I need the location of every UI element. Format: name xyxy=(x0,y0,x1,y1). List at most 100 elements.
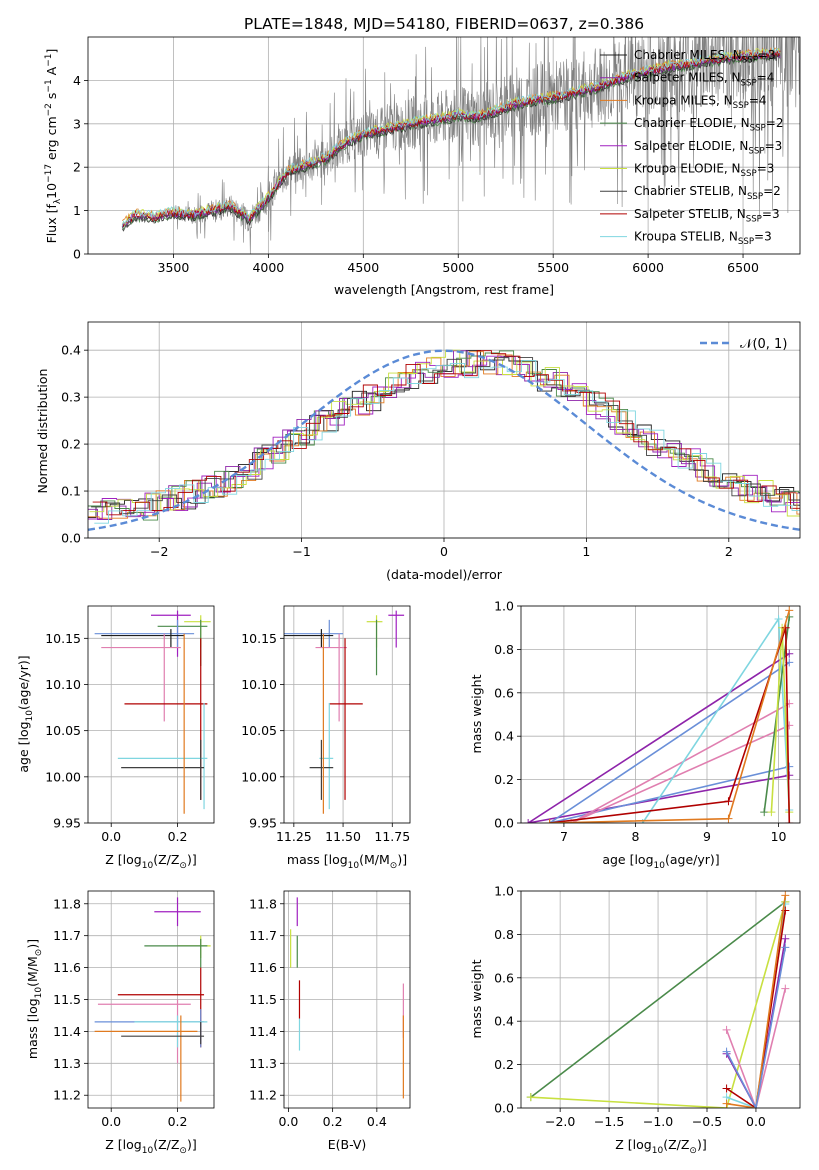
y-tick-label: 0.4 xyxy=(494,729,514,744)
axes-frame xyxy=(283,890,411,1109)
x-tick-label: 3500 xyxy=(158,260,190,275)
weight-marker xyxy=(781,934,790,943)
plot-area xyxy=(88,349,800,531)
axes-frame xyxy=(87,36,801,255)
y-tick-label: 0.2 xyxy=(61,437,81,452)
x-axis-label: (data-model)/error xyxy=(386,567,503,582)
x-axis-label: Z [log10(Z/Z⊙)] xyxy=(615,1137,706,1156)
x-tick-label: −0.5 xyxy=(692,1114,722,1129)
y-tick-label: 10.15 xyxy=(45,631,81,646)
plot-area xyxy=(526,891,790,1108)
grid xyxy=(88,322,800,539)
x-tick-label: 0.0 xyxy=(278,1114,298,1129)
axes-frame xyxy=(87,890,215,1109)
y-axis-label: mass weight xyxy=(469,674,484,753)
y-tick-label: 1.0 xyxy=(494,884,514,899)
x-tick-label: 9 xyxy=(703,829,711,844)
weight-marker xyxy=(781,984,790,993)
y-tick-label: 1.0 xyxy=(494,599,514,614)
y-tick-label: 10.05 xyxy=(241,723,277,738)
y-tick-label: 11.7 xyxy=(249,928,277,943)
x-tick-label: −2 xyxy=(150,544,168,559)
x-tick-label: 0.0 xyxy=(746,1114,766,1129)
chart-panel-2: 0.0 0.2 9.95 10.00 10.05 10.10 10.15 Z [log10(Z… xyxy=(16,605,215,871)
plot-area xyxy=(284,610,405,814)
x-tick-label: 0.0 xyxy=(101,829,121,844)
weight-line xyxy=(725,988,787,1108)
histogram-step-line xyxy=(88,349,800,518)
y-tick-label: 11.5 xyxy=(53,992,81,1007)
y-tick-label: 0.4 xyxy=(494,1014,514,1029)
y-tick-label: 9.95 xyxy=(249,816,277,831)
y-tick-label: 0.1 xyxy=(61,484,81,499)
x-axis-label: wavelength [Angstrom, rest frame] xyxy=(334,282,554,297)
grid xyxy=(88,606,214,824)
y-tick-label: 10.15 xyxy=(241,631,277,646)
x-axis-label: mass [log10(M/M⊙)] xyxy=(287,852,407,871)
chart-panel-4: 7 8 9 10 0.0 0.2 0.4 0.6 0.8 1.0 age [log10(age/yr… xyxy=(469,599,801,871)
y-tick-label: 11.8 xyxy=(249,896,277,911)
grid xyxy=(284,891,410,1108)
y-tick-label: 10.10 xyxy=(45,677,81,692)
weight-marker xyxy=(724,797,733,806)
y-tick-label: 0.8 xyxy=(494,927,514,942)
y-tick-label: 4 xyxy=(73,73,81,88)
y-tick-label: 0.6 xyxy=(494,685,514,700)
x-tick-label: 11.75 xyxy=(374,829,410,844)
y-tick-label: 0.0 xyxy=(494,1101,514,1116)
weight-marker xyxy=(774,615,783,624)
x-tick-label: 7 xyxy=(560,829,568,844)
chart-panel-3: 11.25 11.50 11.75 9.95 10.00 10.05 10.10 10.15 m… xyxy=(241,605,411,871)
y-tick-label: 10.00 xyxy=(45,769,81,784)
figure-title: PLATE=1848, MJD=54180, FIBERID=0637, z=0… xyxy=(244,15,644,33)
y-axis-label: mass [log10(M/M⊙)] xyxy=(25,939,44,1059)
y-tick-label: 0.8 xyxy=(494,642,514,657)
chart-panel-7: −2.0 −1.5 −1.0 −0.5 0.0 0.0 0.2 0.4 0.6 0.8 1.0 Z [… xyxy=(469,884,801,1156)
x-tick-label: 4500 xyxy=(347,260,379,275)
histogram-step-line xyxy=(91,355,800,515)
gaussian-curve xyxy=(88,349,800,531)
histogram-step-line xyxy=(88,350,800,521)
x-axis-label: Z [log10(Z/Z⊙)] xyxy=(105,852,196,871)
y-tick-label: 10.05 xyxy=(45,723,81,738)
y-tick-label: 11.6 xyxy=(249,960,277,975)
x-tick-label: 0.4 xyxy=(367,1114,387,1129)
y-axis-label: Flux [fλ10−17 erg cm−2 s−1 A−1] xyxy=(44,49,63,244)
weight-line xyxy=(549,610,791,823)
histogram-step-line xyxy=(88,351,800,519)
weight-line xyxy=(527,653,790,823)
x-tick-label: 0.2 xyxy=(168,829,188,844)
legend-label: Kroupa ELODIE, NSSP=3 xyxy=(634,162,774,180)
y-tick-label: 0.2 xyxy=(494,772,514,787)
y-tick-label: 11.3 xyxy=(53,1056,81,1071)
x-tick-label: 0.2 xyxy=(323,1114,343,1129)
legend-label: Chabrier MILES, NSSP=3 xyxy=(634,48,776,66)
x-axis-label: E(B-V) xyxy=(328,1137,367,1152)
grid xyxy=(284,606,410,824)
x-tick-label: −1.5 xyxy=(594,1114,624,1129)
model-spectrum-line xyxy=(121,53,781,232)
model-spectrum-line xyxy=(122,51,781,228)
y-tick-label: 9.95 xyxy=(53,816,81,831)
axes-frame xyxy=(283,605,411,824)
y-tick-label: 3 xyxy=(73,116,81,131)
y-tick-label: 11.3 xyxy=(249,1056,277,1071)
x-tick-label: −2.0 xyxy=(545,1114,575,1129)
plot-area xyxy=(121,37,800,254)
x-axis-label: Z [log10(Z/Z⊙)] xyxy=(105,1137,196,1156)
y-tick-label: 11.5 xyxy=(249,992,277,1007)
histogram-step-line xyxy=(92,350,800,516)
weight-line xyxy=(549,627,791,823)
x-tick-label: 5000 xyxy=(442,260,474,275)
weight-marker xyxy=(722,1099,731,1108)
weight-marker xyxy=(760,808,769,817)
x-tick-label: 6500 xyxy=(727,260,759,275)
x-tick-label: 2 xyxy=(725,544,733,559)
weight-marker xyxy=(722,1084,731,1093)
y-tick-label: 10.00 xyxy=(241,769,277,784)
weight-marker xyxy=(785,819,794,823)
weight-line xyxy=(726,895,787,1108)
y-tick-label: 11.7 xyxy=(53,928,81,943)
y-tick-label: 0.2 xyxy=(494,1057,514,1072)
